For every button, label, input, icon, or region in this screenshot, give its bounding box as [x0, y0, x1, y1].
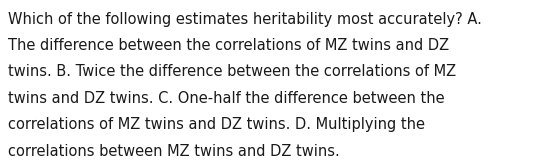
- Text: correlations of MZ twins and DZ twins. D. Multiplying the: correlations of MZ twins and DZ twins. D…: [8, 117, 425, 132]
- Text: twins and DZ twins. C. One-half the difference between the: twins and DZ twins. C. One-half the diff…: [8, 91, 444, 106]
- Text: correlations between MZ twins and DZ twins.: correlations between MZ twins and DZ twi…: [8, 144, 340, 159]
- Text: The difference between the correlations of MZ twins and DZ: The difference between the correlations …: [8, 38, 449, 53]
- Text: twins. B. Twice the difference between the correlations of MZ: twins. B. Twice the difference between t…: [8, 64, 456, 79]
- Text: Which of the following estimates heritability most accurately? A.: Which of the following estimates heritab…: [8, 12, 482, 27]
